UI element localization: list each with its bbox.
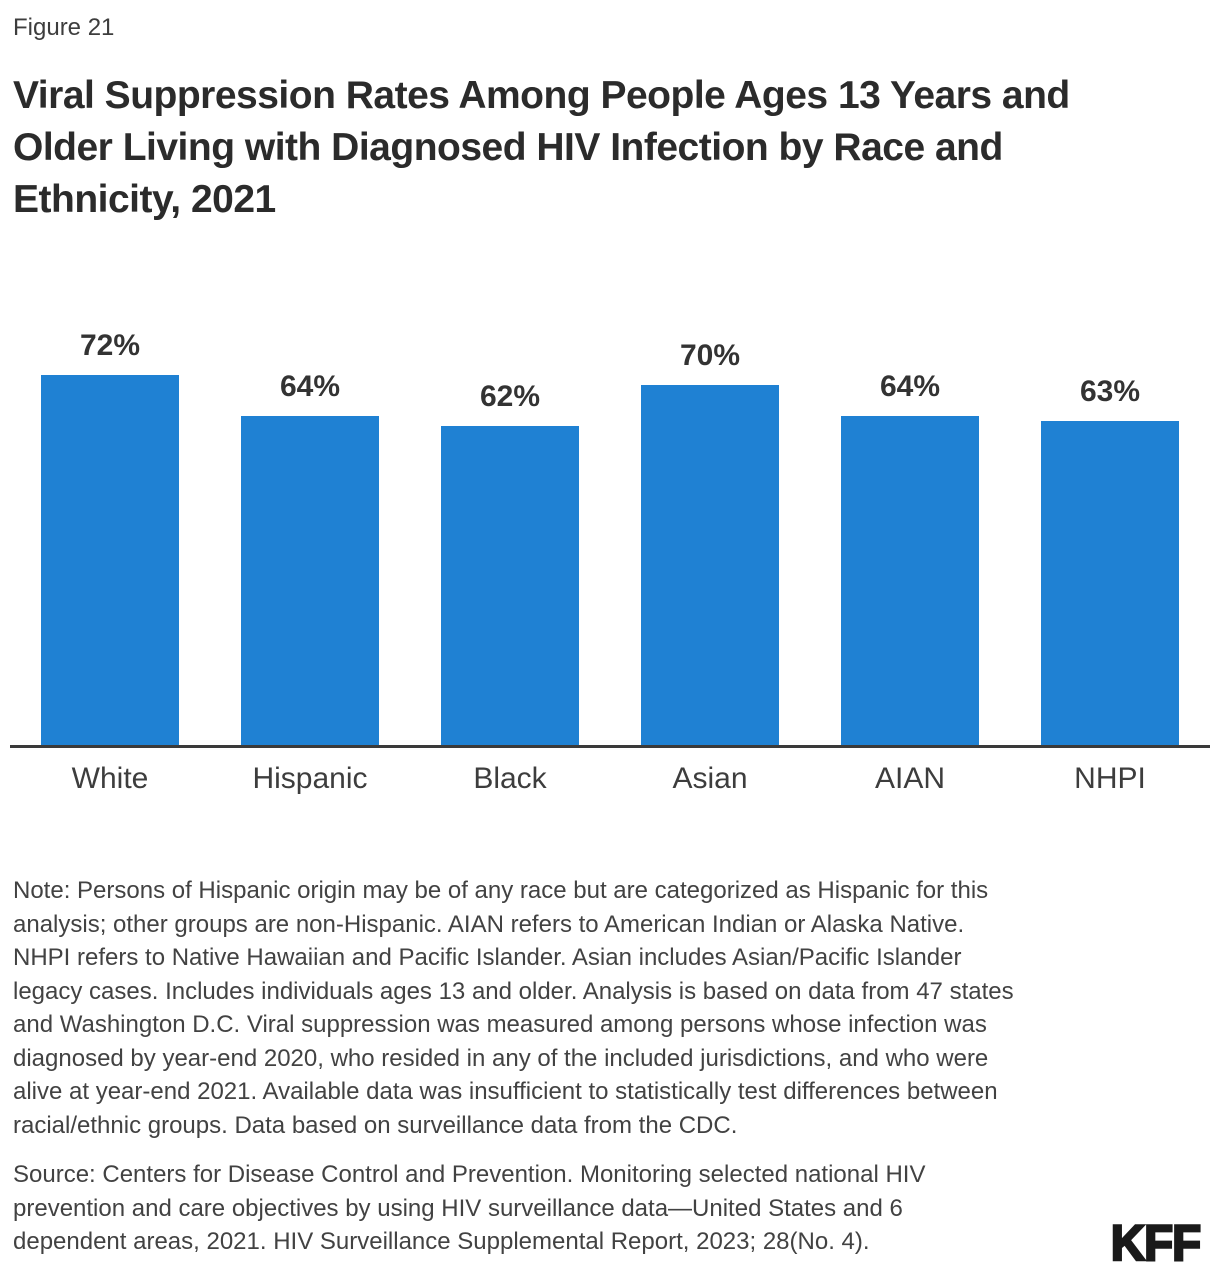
x-axis-label-white: White: [71, 762, 149, 795]
bar-asian: [641, 385, 779, 745]
source-line: dependent areas, 2021. HIV Surveillance …: [13, 1228, 870, 1255]
bar-column-black: 62%: [410, 380, 610, 745]
bar-column-white: 72%: [10, 329, 210, 745]
note-line: racial/ethnic groups. Data based on surv…: [13, 1111, 738, 1139]
bar-column-aian: 64%: [810, 370, 1010, 745]
x-axis-label-hispanic: Hispanic: [252, 762, 368, 795]
kff-logo: KFF: [1109, 1214, 1202, 1273]
bar-value-label-nhpi: 63%: [1079, 375, 1141, 408]
bar-column-asian: 70%: [610, 339, 810, 745]
source-text: Source: Centers for Disease Control and …: [13, 1158, 1220, 1259]
bar-value-label-white: 72%: [79, 329, 141, 362]
x-axis-label-black: Black: [473, 762, 547, 795]
bar-black: [441, 426, 579, 745]
note-line: NHPI refers to Native Hawaiian and Pacif…: [13, 944, 962, 971]
bar-column-hispanic: 64%: [210, 370, 410, 745]
x-axis-labels: White Hispanic Black Asian AIAN NHPI: [10, 762, 1210, 796]
bar-value-label-aian: 64%: [879, 370, 941, 403]
note-text: Note: Persons of Hispanic origin may be …: [13, 874, 1220, 1142]
x-axis-label-aian: AIAN: [874, 762, 946, 795]
chart-title-line-3: Ethnicity, 2021: [13, 178, 276, 221]
source-line: prevention and care objectives by using …: [13, 1194, 903, 1222]
note-line: alive at year-end 2021. Available data w…: [13, 1078, 998, 1105]
chart-plot-area: 72% 64% 62% 70% 64% 63%: [10, 311, 1210, 748]
figure-number-label: Figure 21: [13, 14, 115, 41]
bar-value-label-hispanic: 64%: [279, 370, 341, 403]
bar-aian: [841, 416, 979, 745]
note-line: and Washington D.C. Viral suppression wa…: [13, 1011, 987, 1038]
bar-nhpi: [1041, 421, 1179, 745]
note-line: diagnosed by year-end 2020, who resided …: [13, 1044, 989, 1072]
note-line: Note: Persons of Hispanic origin may be …: [13, 877, 989, 904]
bar-chart: 72% 64% 62% 70% 64% 63% White Hispanic Black Asi…: [10, 311, 1210, 796]
chart-title-line-2: Older Living with Diagnosed HIV Infectio…: [13, 126, 1003, 169]
chart-title-line-1: Viral Suppression Rates Among People Age…: [13, 74, 1070, 117]
bar-hispanic: [241, 416, 379, 745]
bar-value-label-asian: 70%: [679, 339, 741, 372]
note-line: legacy cases. Includes individuals ages …: [13, 977, 1014, 1005]
bar-column-nhpi: 63%: [1010, 375, 1210, 745]
x-axis-label-asian: Asian: [672, 762, 748, 795]
bar-white: [41, 375, 179, 745]
source-line: Source: Centers for Disease Control and …: [13, 1161, 926, 1188]
x-axis-label-nhpi: NHPI: [1074, 762, 1146, 795]
chart-title: Viral Suppression Rates Among People Age…: [13, 70, 1207, 226]
bar-value-label-black: 62%: [479, 380, 541, 413]
note-line: analysis; other groups are non-Hispanic.…: [13, 910, 965, 938]
